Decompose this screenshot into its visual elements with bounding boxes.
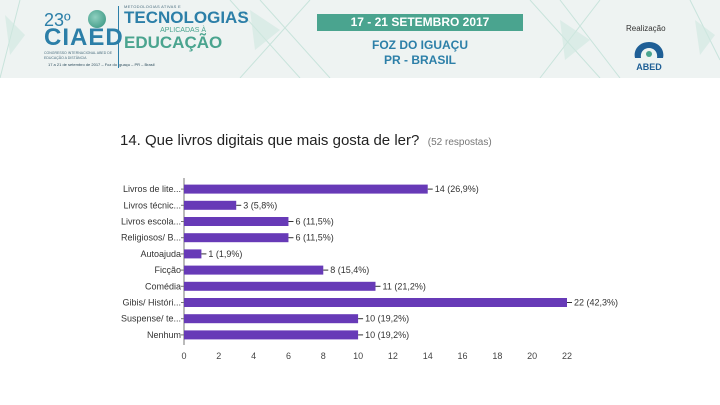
abed-logo: ABED <box>627 40 671 74</box>
globe-icon <box>88 10 106 28</box>
bar <box>184 249 202 259</box>
bar <box>184 330 359 340</box>
x-tick-label: 20 <box>527 351 537 361</box>
value-label: 22 (42,3%) <box>574 298 618 308</box>
bar <box>184 184 428 194</box>
question-title: 14. Que livros digitais que mais gosta d… <box>120 132 420 149</box>
abed-name: ABED <box>636 62 662 72</box>
banner-pattern <box>0 0 720 78</box>
x-tick-label: 22 <box>562 351 572 361</box>
response-count: (52 respostas) <box>427 137 492 148</box>
category-label: Nenhum <box>147 330 181 340</box>
category-label: Gibis/ Históri... <box>122 298 181 308</box>
x-tick-label: 18 <box>492 351 502 361</box>
category-label: Ficção <box>154 265 181 275</box>
x-tick-label: 6 <box>286 351 291 361</box>
category-label: Religiosos/ B... <box>121 233 181 243</box>
city-line-2: PR - BRASIL <box>384 53 456 67</box>
bar <box>184 314 359 324</box>
x-tick-label: 8 <box>321 351 326 361</box>
realizacao-label: Realização <box>626 24 666 33</box>
value-label: 1 (1,9%) <box>208 249 242 259</box>
category-label: Livros de lite... <box>123 184 181 194</box>
category-label: Livros técnic... <box>123 200 181 210</box>
theme-main: TECNOLOGIAS <box>124 8 249 27</box>
value-label: 8 (15,4%) <box>330 265 369 275</box>
x-tick-label: 2 <box>216 351 221 361</box>
theme-edu: EDUCAÇÃO <box>124 33 223 52</box>
x-tick-label: 14 <box>423 351 433 361</box>
value-label: 10 (19,2%) <box>365 330 409 340</box>
congress-theme: METODOLOGIAS ATIVAS E TECNOLOGIAS APLICA… <box>124 4 249 52</box>
value-label: 6 (11,5%) <box>295 217 333 227</box>
city-line-1: FOZ DO IGUAÇU <box>372 38 468 52</box>
banner-divider <box>118 6 119 68</box>
edition-number: 23º <box>44 10 71 30</box>
event-dates: 17 - 21 SETEMBRO 2017 <box>317 14 523 31</box>
bar <box>184 298 567 307</box>
event-city: FOZ DO IGUAÇU PR - BRASIL <box>340 38 500 68</box>
category-label: Comédia <box>145 281 181 291</box>
abed-emblem-icon <box>634 42 664 58</box>
x-tick-label: 16 <box>458 351 468 361</box>
logo-name: CIAED <box>44 24 124 51</box>
value-label: 11 (21,2%) <box>383 281 426 291</box>
bar <box>184 233 289 243</box>
logo-subtitle: CONGRESSO INTERNACIONAL ABED DE EDUCAÇÃO… <box>44 51 113 60</box>
bar <box>184 265 324 275</box>
x-tick-label: 10 <box>353 351 363 361</box>
bar <box>184 217 289 226</box>
category-label: Autoajuda <box>140 249 181 259</box>
bar <box>184 200 237 210</box>
category-label: Suspense/ te... <box>121 314 181 324</box>
value-label: 3 (5,8%) <box>243 200 277 210</box>
value-label: 10 (19,2%) <box>365 314 409 324</box>
x-tick-label: 12 <box>388 351 398 361</box>
logo-date: 17 a 21 de setembro de 2017 – Foz do Igu… <box>48 62 155 67</box>
value-label: 6 (11,5%) <box>295 233 333 243</box>
x-tick-label: 4 <box>251 351 256 361</box>
theme-top: METODOLOGIAS ATIVAS E <box>124 4 181 9</box>
value-label: 14 (26,9%) <box>435 184 479 194</box>
event-banner: 23º CIAED CONGRESSO INTERNACIONAL ABED D… <box>0 0 720 78</box>
ciaed-logo: 23º CIAED CONGRESSO INTERNACIONAL ABED D… <box>44 4 123 70</box>
theme-mid: APLICADAS À <box>160 27 206 34</box>
x-tick-label: 0 <box>181 351 186 361</box>
category-label: Livros escola... <box>121 217 181 227</box>
bar <box>184 281 376 291</box>
question-header: 14. Que livros digitais que mais gosta d… <box>120 132 492 150</box>
